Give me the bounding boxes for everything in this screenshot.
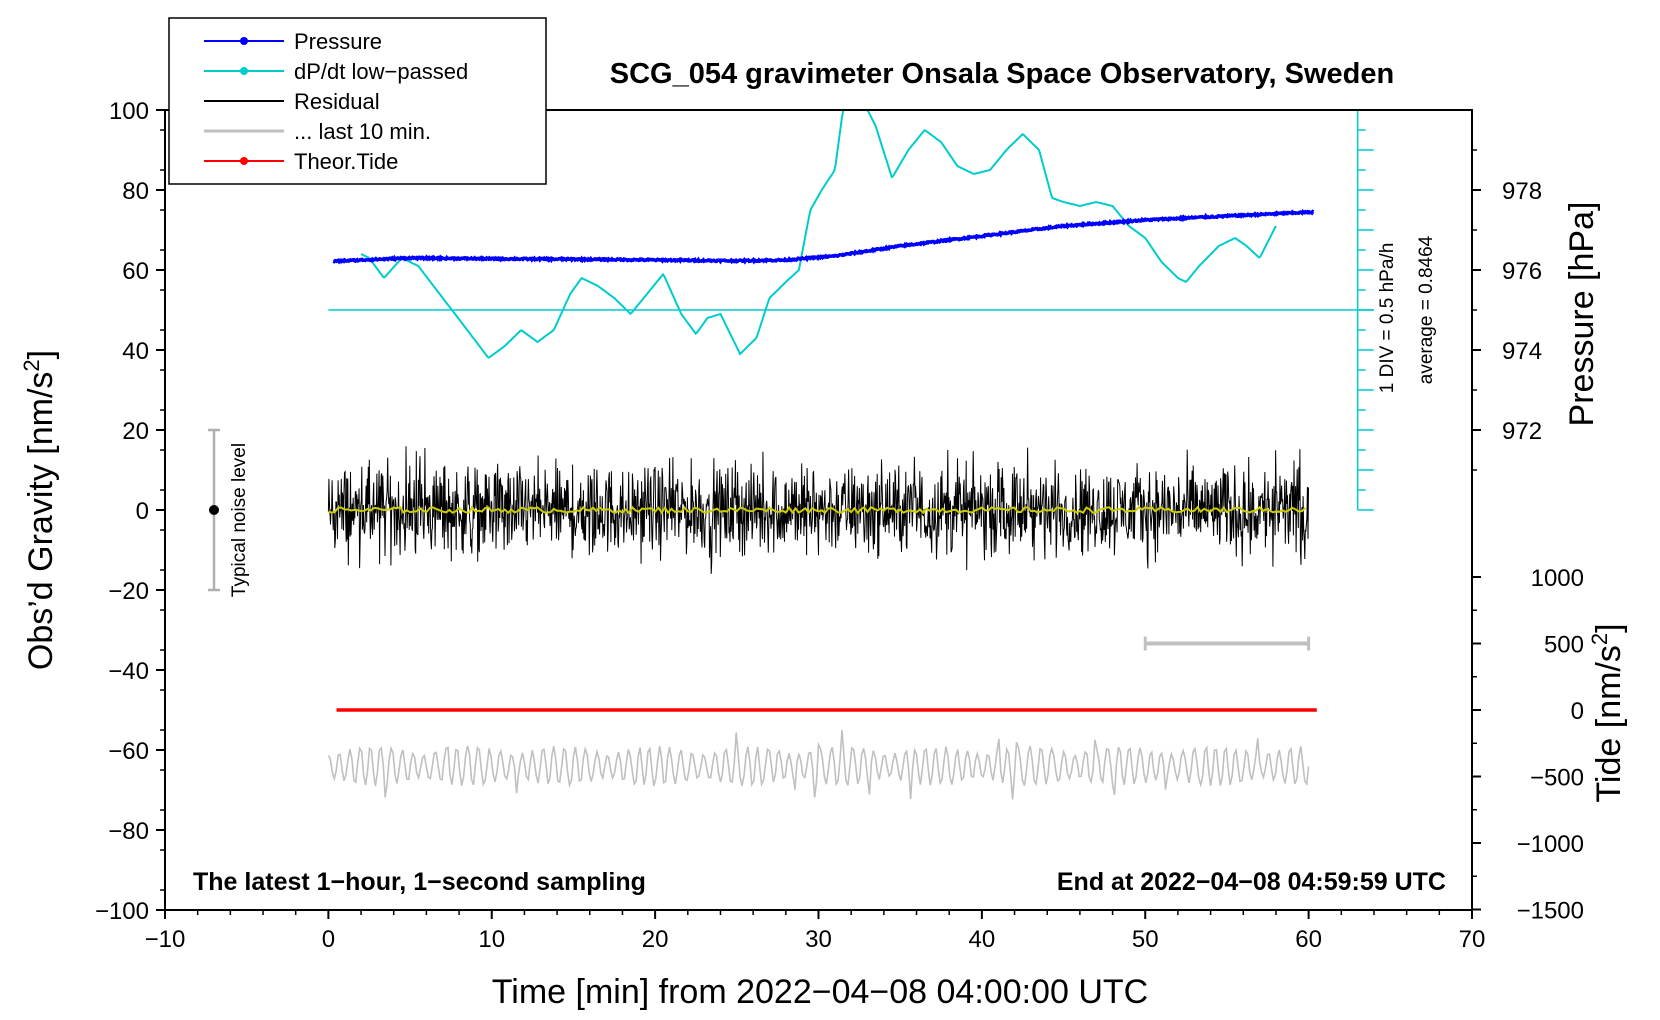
pressure-tick-label: 978 (1502, 178, 1542, 205)
pressure-tick-label: 972 (1502, 418, 1542, 445)
tide-axis-label-sup: 2 (1587, 633, 1612, 645)
legend-label: Residual (294, 89, 380, 114)
x-tick-label: 0 (322, 926, 335, 953)
left-y-tick-label: 60 (122, 258, 149, 285)
legend-label: dP/dt low−passed (294, 59, 468, 84)
left-y-tick-label: 100 (109, 98, 149, 125)
tide-tick-label: 1000 (1531, 565, 1584, 592)
left-y-axis-label-sup: 2 (19, 359, 44, 371)
left-y-tick-label: 0 (136, 498, 149, 525)
x-tick-label: 70 (1459, 926, 1486, 953)
pressure-series-line (332, 209, 1315, 265)
residual-series-line (327, 446, 1309, 574)
pressure-tick-label: 974 (1502, 338, 1542, 365)
x-axis-label: Time [min] from 2022−04−08 04:00:00 UTC (492, 973, 1148, 1011)
left-y-tick-label: −100 (95, 898, 149, 925)
x-tick-label: 60 (1295, 926, 1322, 953)
tide-axis-label-main: Tide [nm/s (1590, 645, 1628, 802)
left-y-tick-label: −20 (108, 578, 149, 605)
x-tick-label: −10 (145, 926, 186, 953)
legend-swatch-marker (240, 157, 248, 165)
left-y-axis-label-close: ] (22, 350, 60, 359)
tide-axis-label-close: ] (1590, 623, 1628, 632)
pressure-tick-label: 976 (1502, 258, 1542, 285)
tide-axis-label: Tide [nm/s2] (1587, 623, 1628, 802)
x-tick-label: 10 (478, 926, 505, 953)
tide-tick-label: 500 (1544, 632, 1584, 659)
legend-label: Pressure (294, 29, 382, 54)
tide-tick-label: −1500 (1517, 898, 1584, 925)
noise-level-label: Typical noise level (229, 443, 250, 597)
tide-tick-label: 0 (1571, 698, 1584, 725)
legend-label: ... last 10 min. (294, 119, 431, 144)
tide-tick-label: −1000 (1517, 831, 1584, 858)
footer-left-note: The latest 1−hour, 1−second sampling (193, 868, 646, 896)
pressure-axis-label: Pressure [hPa] (1563, 202, 1601, 427)
noise-level-center-dot (209, 505, 220, 515)
left-y-tick-label: −60 (108, 738, 149, 765)
scale-div-label: 1 DIV = 0.5 hPa/h (1377, 243, 1398, 394)
footer-right-note: End at 2022−04−08 04:59:59 UTC (1057, 868, 1446, 896)
left-y-tick-label: −40 (108, 658, 149, 685)
x-tick-label: 30 (805, 926, 832, 953)
left-y-tick-label: −80 (108, 818, 149, 845)
left-y-tick-label: 20 (122, 418, 149, 445)
legend-swatch-marker (240, 37, 248, 45)
x-tick-label: 40 (969, 926, 996, 953)
x-tick-label: 20 (642, 926, 669, 953)
left-y-tick-label: 40 (122, 338, 149, 365)
residual-smoothed-series-line (328, 505, 1307, 515)
chart-title: SCG_054 gravimeter Onsala Space Observat… (610, 58, 1394, 90)
last-10-min-series-line (327, 729, 1310, 800)
left-y-axis-label: Obs’d Gravity [nm/s2] (19, 350, 60, 670)
average-label: average = 0.8464 (1416, 235, 1437, 384)
tide-tick-label: −500 (1530, 765, 1584, 792)
left-y-tick-label: 80 (122, 178, 149, 205)
legend-swatch-marker (240, 67, 248, 75)
left-y-axis-label-main: Obs’d Gravity [nm/s (22, 372, 60, 671)
x-tick-label: 50 (1132, 926, 1159, 953)
legend-label: Theor.Tide (294, 149, 398, 174)
